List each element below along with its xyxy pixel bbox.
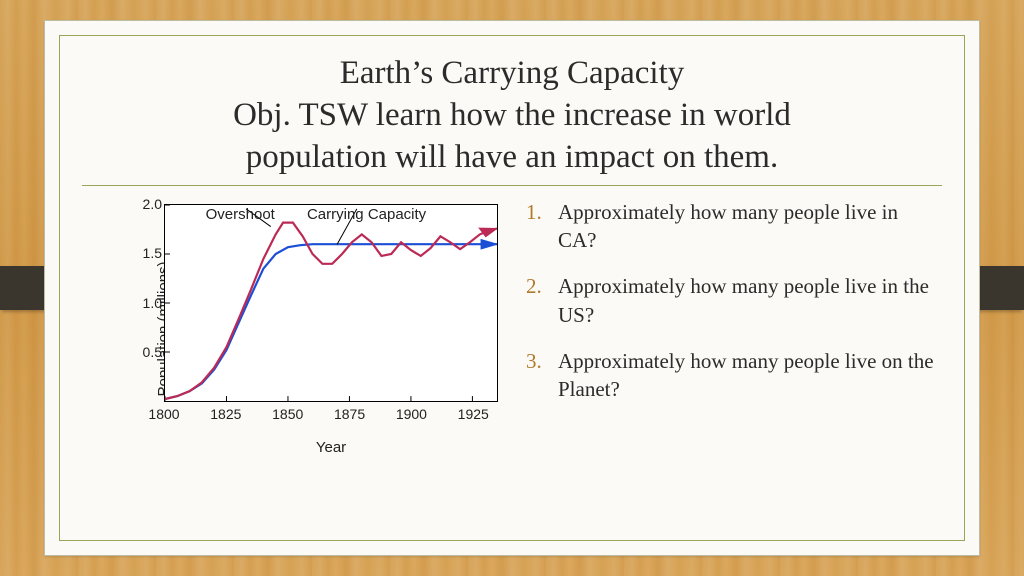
chart-y-tick: 0.5 [122,344,162,360]
question-list: Approximately how many people live in CA… [526,198,936,422]
chart-svg [165,205,497,401]
chart-x-tick: 1925 [458,406,489,422]
chart-y-tick: 2.0 [122,196,162,212]
chart-x-tick: 1850 [272,406,303,422]
slide-card: Earth’s Carrying Capacity Obj. TSW learn… [44,20,980,556]
chart-plot-frame [164,204,498,402]
content-row: Population (millions) Year Overshoo [88,198,936,460]
question-text: Approximately how many people live on th… [558,349,934,401]
question-text: Approximately how many people live in CA… [558,200,898,252]
title-line-1: Earth’s Carrying Capacity [340,55,685,91]
chart-y-tick: 1.0 [122,295,162,311]
title-line-2: Obj. TSW learn how the increase in world [233,97,791,133]
slide-inner-frame: Earth’s Carrying Capacity Obj. TSW learn… [59,35,965,541]
chart-x-axis-label: Year [164,439,498,456]
question-text: Approximately how many people live in th… [558,274,929,326]
chart-y-tick: 1.5 [122,245,162,261]
slide-title-block: Earth’s Carrying Capacity Obj. TSW learn… [88,52,936,179]
chart-annotation-capacity: Carrying Capacity [307,206,426,223]
chart-x-tick: 1875 [334,406,365,422]
title-underline [82,185,942,186]
list-item: Approximately how many people live in CA… [526,198,936,255]
chart-annotation-overshoot: Overshoot [206,206,275,223]
list-item: Approximately how many people live in th… [526,272,936,329]
chart-x-tick: 1800 [148,406,179,422]
title-line-3: population will have an impact on them. [246,139,778,175]
chart-x-tick: 1900 [396,406,427,422]
list-item: Approximately how many people live on th… [526,347,936,404]
chart-x-tick: 1825 [210,406,241,422]
carrying-capacity-chart: Population (millions) Year Overshoo [88,198,508,460]
